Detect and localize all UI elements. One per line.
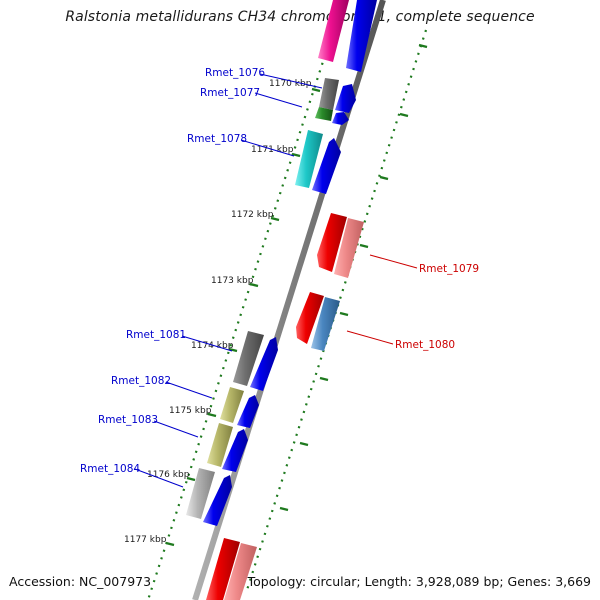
tick-label: 1172 kbp: [231, 210, 274, 220]
gene-label[interactable]: Rmet_1079: [419, 263, 479, 275]
ruler-tick-labels: 1170 kbp 1171 kbp 1172 kbp 1173 kbp 1174…: [124, 79, 312, 545]
gene-rmet-1078[interactable]: [295, 130, 341, 194]
major-ticks-inner: [165, 87, 321, 547]
gene-label[interactable]: Rmet_1083: [98, 414, 158, 426]
major-ticks-outer: [279, 43, 428, 512]
gene-labels-plus: Rmet_1076 Rmet_1077 Rmet_1078 Rmet_1081 …: [80, 67, 265, 475]
leader-lines-plus: [134, 73, 323, 488]
outer-ruler: [245, 29, 428, 591]
gene-label[interactable]: Rmet_1081: [126, 329, 186, 341]
leader-lines-minus: [346, 254, 418, 345]
gene-rmet-1079[interactable]: [317, 213, 364, 278]
gene-rmet-1076[interactable]: [319, 78, 356, 113]
gene-label[interactable]: Rmet_1076: [205, 67, 265, 79]
summary-text: Topology: circular; Length: 3,928,089 bp…: [247, 574, 591, 589]
gene-rmet-1080[interactable]: [296, 292, 340, 351]
gene-label[interactable]: Rmet_1080: [395, 339, 455, 351]
gene-rmet-1082[interactable]: [220, 387, 259, 428]
tick-label: 1173 kbp: [211, 276, 254, 286]
tick-label: 1174 kbp: [191, 341, 234, 351]
gene-rmet-1084[interactable]: [186, 468, 232, 526]
gene-rmet-1081[interactable]: [233, 331, 278, 391]
tick-label: 1170 kbp: [269, 79, 312, 89]
tick-label: 1175 kbp: [169, 406, 212, 416]
gene-rmet-1077[interactable]: [315, 107, 349, 125]
gene-label[interactable]: Rmet_1084: [80, 463, 140, 475]
gene-label[interactable]: Rmet_1077: [200, 87, 260, 99]
gene-rmet-1083[interactable]: [207, 423, 248, 472]
tick-label: 1177 kbp: [124, 535, 167, 545]
tick-label: 1176 kbp: [147, 470, 190, 480]
gene-label[interactable]: Rmet_1078: [187, 133, 247, 145]
tick-label: 1171 kbp: [251, 145, 294, 155]
gene-label[interactable]: Rmet_1082: [111, 375, 171, 387]
feature-bottom-partial: [206, 538, 257, 600]
gene-labels-minus: Rmet_1079 Rmet_1080: [395, 263, 479, 351]
accession-text: Accession: NC_007973: [9, 574, 152, 589]
feature-top-partial: [318, 0, 377, 72]
map-title: Ralstonia metallidurans CH34 chromosome …: [65, 9, 535, 25]
